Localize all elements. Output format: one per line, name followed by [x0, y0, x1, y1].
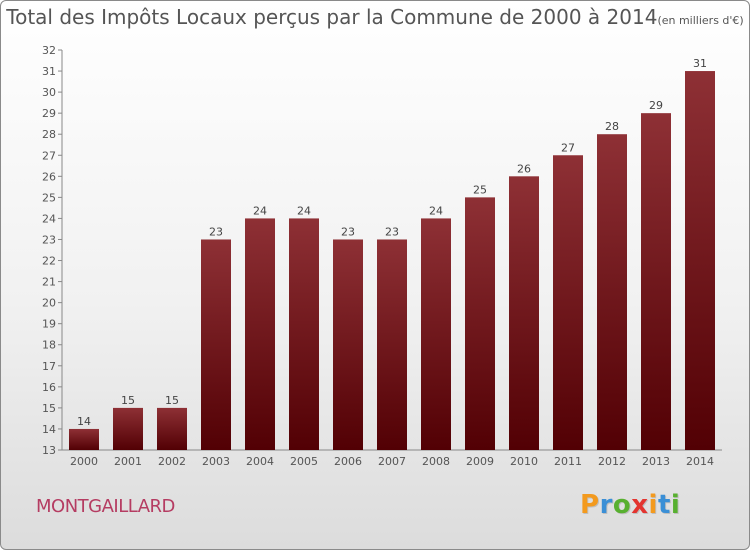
y-tick-label: 16 [42, 381, 56, 394]
x-tick-label: 2007 [378, 455, 406, 468]
bar-2001 [113, 407, 143, 450]
chart-title: Total des Impôts Locaux perçus par la Co… [0, 5, 750, 29]
data-label-2009: 25 [473, 183, 487, 196]
x-tick-label: 2011 [554, 455, 582, 468]
y-tick-label: 20 [42, 297, 56, 310]
y-tick-label: 23 [42, 233, 56, 246]
logo-letter: i [670, 490, 681, 520]
logo-letter: o [612, 490, 632, 520]
data-label-2014: 31 [693, 57, 707, 70]
bar-2013 [641, 113, 671, 450]
y-tick-label: 26 [42, 170, 56, 183]
x-tick-label: 2002 [158, 455, 186, 468]
y-tick-label: 15 [42, 402, 56, 415]
data-label-2004: 24 [253, 204, 267, 217]
y-tick-label: 32 [42, 44, 56, 57]
y-tick-label: 19 [42, 318, 56, 331]
data-label-2005: 24 [297, 204, 311, 217]
y-tick-label: 17 [42, 360, 56, 373]
x-tick-label: 2008 [422, 455, 450, 468]
proxiti-logo: Proxiti [580, 490, 680, 520]
y-tick-label: 24 [42, 212, 56, 225]
bar-2002 [157, 407, 187, 450]
bar-2014 [685, 71, 715, 450]
bar-2007 [377, 239, 407, 450]
y-tick-label: 27 [42, 149, 56, 162]
chart-bars [69, 71, 715, 451]
y-tick-label: 21 [42, 276, 56, 289]
bar-2010 [509, 176, 539, 450]
data-label-2007: 23 [385, 225, 399, 238]
chart-unit-label: (en milliers d'€) [657, 14, 744, 27]
x-tick-label: 2012 [598, 455, 626, 468]
y-tick-label: 22 [42, 255, 56, 268]
bar-2005 [289, 218, 319, 450]
logo-letter: t [657, 490, 671, 520]
x-tick-label: 2013 [642, 455, 670, 468]
y-tick-label: 13 [42, 444, 56, 457]
x-tick-label: 2001 [114, 455, 142, 468]
data-label-2011: 27 [561, 141, 575, 154]
data-label-2001: 15 [121, 394, 135, 407]
data-label-2003: 23 [209, 225, 223, 238]
data-label-2000: 14 [77, 415, 91, 428]
logo-letter: P [580, 490, 600, 520]
x-tick-label: 2006 [334, 455, 362, 468]
y-tick-label: 25 [42, 191, 56, 204]
bar-2004 [245, 218, 275, 450]
x-tick-label: 2010 [510, 455, 538, 468]
data-label-2002: 15 [165, 394, 179, 407]
chart-title-text: Total des Impôts Locaux perçus par la Co… [6, 5, 658, 29]
bar-2011 [553, 155, 583, 450]
data-label-2008: 24 [429, 204, 443, 217]
logo-letter: r [599, 490, 613, 520]
bar-2006 [333, 239, 363, 450]
x-tick-label: 2004 [246, 455, 274, 468]
bar-2008 [421, 218, 451, 450]
y-tick-label: 18 [42, 339, 56, 352]
data-label-2013: 29 [649, 99, 663, 112]
x-tick-label: 2003 [202, 455, 230, 468]
x-tick-label: 2014 [686, 455, 714, 468]
y-tick-label: 31 [42, 65, 56, 78]
data-label-2010: 26 [517, 162, 531, 175]
x-tick-label: 2005 [290, 455, 318, 468]
x-tick-label: 2000 [70, 455, 98, 468]
y-tick-label: 30 [42, 86, 56, 99]
bar-2003 [201, 239, 231, 450]
y-tick-label: 29 [42, 107, 56, 120]
bar-2000 [69, 428, 99, 450]
data-label-2006: 23 [341, 225, 355, 238]
commune-name: MONTGAILLARD [36, 496, 175, 517]
bar-2009 [465, 197, 495, 450]
logo-letter: i [648, 490, 658, 520]
logo-letter: x [631, 490, 649, 520]
bar-2012 [597, 134, 627, 451]
y-tick-label: 14 [42, 423, 56, 436]
chart-data-labels: 14 15 15 23 24 24 23 23 24 25 26 27 28 29 31 [77, 57, 707, 428]
x-tick-label: 2009 [466, 455, 494, 468]
y-tick-label: 28 [42, 128, 56, 141]
data-label-2012: 28 [605, 120, 619, 133]
